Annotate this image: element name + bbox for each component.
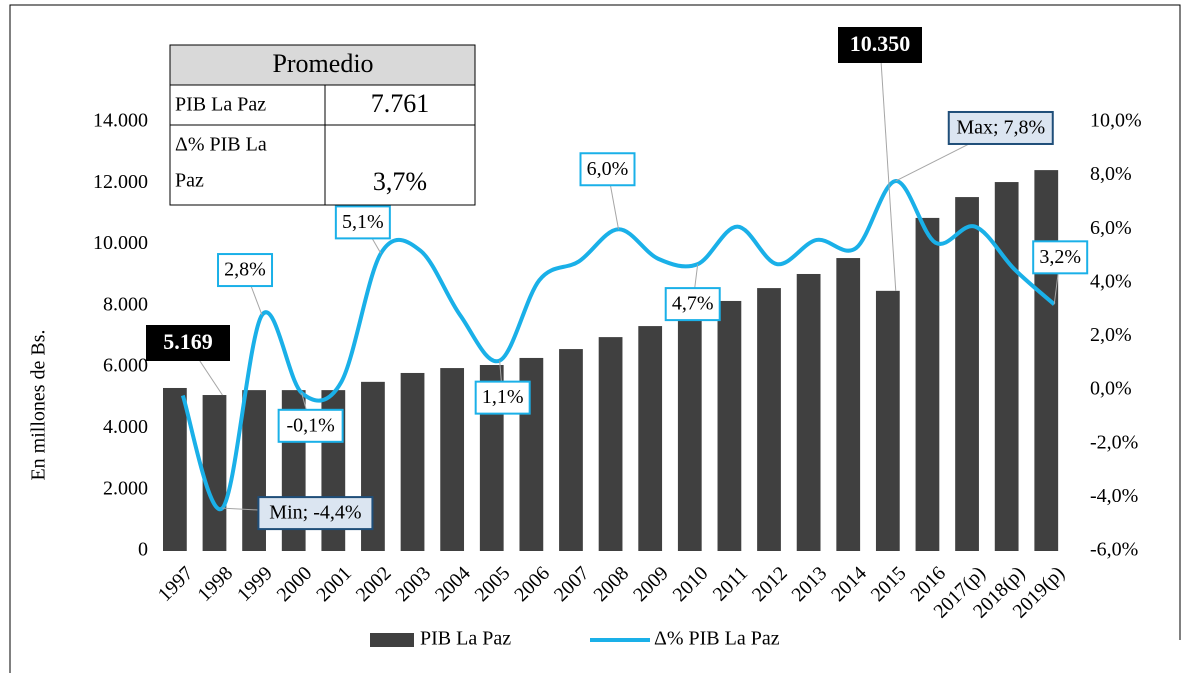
x-tick-label: 2008 xyxy=(589,562,633,606)
bar xyxy=(757,288,781,551)
x-tick-label: 2003 xyxy=(391,562,435,606)
annotation-box xyxy=(146,325,230,361)
x-tick-label: 2015 xyxy=(867,562,911,606)
leader-line xyxy=(879,44,897,291)
x-tick-label: 2012 xyxy=(748,562,792,606)
y2-tick-label: 0,0% xyxy=(1090,378,1132,400)
data-label-box xyxy=(277,408,344,443)
data-label: 1,1% xyxy=(482,386,524,408)
y-axis-label: En millones de Bs. xyxy=(28,329,50,480)
x-tick-label: 2011 xyxy=(709,562,752,605)
data-label-box xyxy=(947,110,1054,145)
y2-tick-label: 8,0% xyxy=(1090,163,1132,185)
legend-swatch xyxy=(370,633,414,647)
y-tick-label: 12.000 xyxy=(93,171,148,193)
data-label: 6,0% xyxy=(587,158,629,180)
bar xyxy=(955,197,979,551)
bar xyxy=(677,315,702,551)
y2-tick-label: 10,0% xyxy=(1090,110,1142,132)
x-tick-label: 2013 xyxy=(787,562,831,606)
y-tick-label: 14.000 xyxy=(93,110,148,132)
bar xyxy=(836,258,861,551)
y-tick-label: 0 xyxy=(138,539,148,561)
y2-tick-label: -2,0% xyxy=(1090,431,1138,453)
bar xyxy=(875,290,900,551)
x-tick-label: 2007 xyxy=(550,562,594,606)
x-tick-label: 2000 xyxy=(273,562,317,606)
data-label-box xyxy=(334,205,391,240)
annotation-box xyxy=(838,27,922,63)
annotation: 10.350 xyxy=(850,31,911,56)
table-cell: 3,7% xyxy=(373,167,427,196)
bar xyxy=(796,273,821,551)
x-tick-label: 2005 xyxy=(471,562,515,606)
data-label-box xyxy=(1032,240,1089,275)
y-tick-label: 2.000 xyxy=(103,477,148,499)
bar xyxy=(559,349,583,551)
data-label: Max; 7,8% xyxy=(956,117,1045,139)
x-tick-label: 2001 xyxy=(312,562,356,606)
bar xyxy=(598,337,623,551)
bar xyxy=(400,372,425,551)
x-tick-label: 2014 xyxy=(827,562,871,606)
inset-table: Promedio PIB La Paz 7.761 Δ% PIB La Paz 3,7% xyxy=(169,44,476,206)
data-label-box xyxy=(664,287,721,322)
y2-tick-label: 4,0% xyxy=(1090,270,1132,292)
x-tick-label: 2010 xyxy=(669,562,713,606)
table-cell: Δ% PIB La xyxy=(175,134,267,156)
legend-label: Δ% PIB La Paz xyxy=(654,628,780,650)
y-tick-label: 8.000 xyxy=(103,293,148,315)
bar xyxy=(202,395,227,551)
bar xyxy=(163,387,187,551)
table-title: Promedio xyxy=(272,49,373,78)
x-tick-label: 2009 xyxy=(629,562,673,606)
data-label-box xyxy=(474,380,531,415)
x-tick-label: 2004 xyxy=(431,562,475,606)
bar xyxy=(717,300,742,551)
data-label: 2,8% xyxy=(224,259,266,281)
data-label: Min; -4,4% xyxy=(269,502,361,524)
data-label-box xyxy=(257,496,374,531)
x-tick-label: 2006 xyxy=(510,562,554,606)
y-tick-label: 10.000 xyxy=(93,232,148,254)
data-label: -0,1% xyxy=(286,414,334,436)
y-tick-label: 4.000 xyxy=(103,416,148,438)
data-label: 4,7% xyxy=(672,293,714,315)
table-cell: Paz xyxy=(175,170,204,192)
y2-tick-label: 2,0% xyxy=(1090,324,1132,346)
table-row xyxy=(169,124,476,206)
y-tick-label: 6.000 xyxy=(103,355,148,377)
table-cell: 7.761 xyxy=(371,89,430,118)
y2-tick-label: 6,0% xyxy=(1090,217,1132,239)
x-tick-label: 1998 xyxy=(193,562,237,606)
bar xyxy=(1034,170,1059,551)
y2-tick-label: -4,0% xyxy=(1090,485,1138,507)
x-tick-label: 1999 xyxy=(233,562,277,606)
x-tick-label: 2002 xyxy=(352,562,396,606)
data-label-box xyxy=(579,152,636,187)
y2-tick-label: -6,0% xyxy=(1090,539,1138,561)
data-label: 5,1% xyxy=(342,211,384,233)
annotation: 5.169 xyxy=(163,329,213,354)
bar xyxy=(994,182,1019,551)
table-cell: PIB La Paz xyxy=(175,94,266,116)
legend-label: PIB La Paz xyxy=(420,628,511,650)
data-label-box xyxy=(217,253,274,288)
table-header-bg xyxy=(169,44,476,86)
frame xyxy=(9,4,1181,673)
bar xyxy=(915,217,940,551)
x-tick-label: 1997 xyxy=(154,562,198,606)
data-label: 3,2% xyxy=(1039,246,1081,268)
bar xyxy=(638,326,663,551)
bar xyxy=(440,368,465,551)
